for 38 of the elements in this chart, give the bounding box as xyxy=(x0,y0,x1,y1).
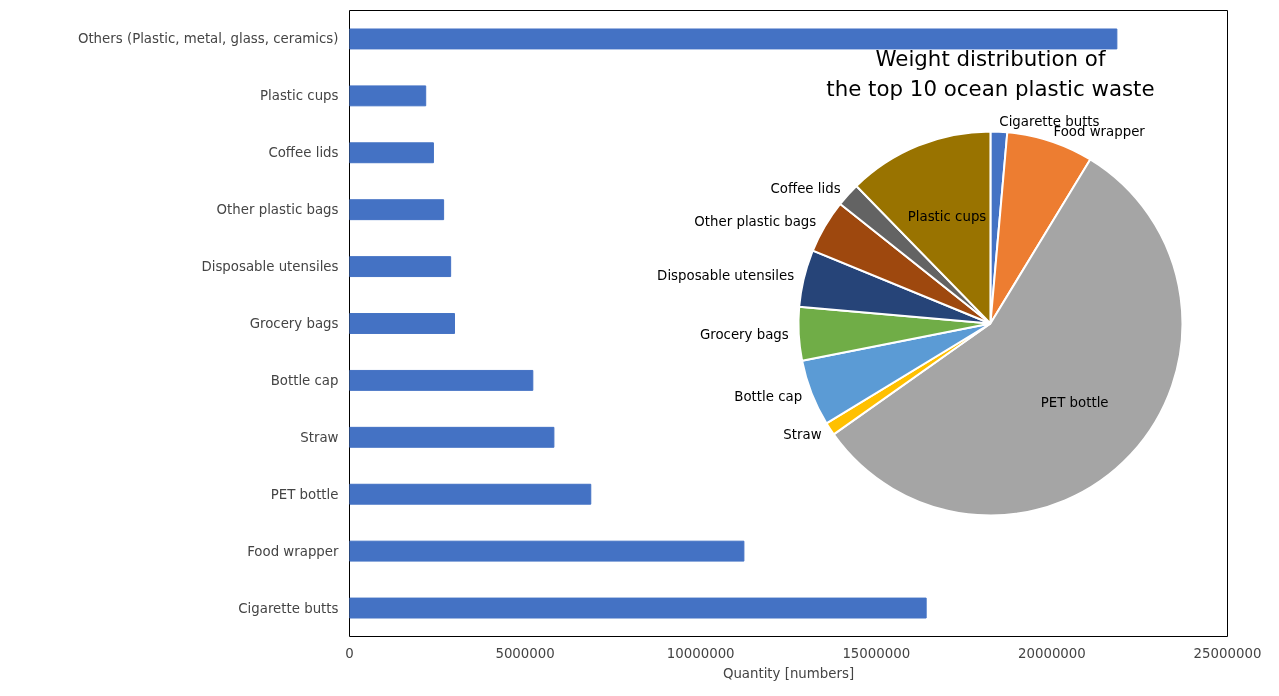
y-tick-label: Bottle cap xyxy=(270,372,339,388)
bar xyxy=(349,28,1118,50)
chart-title: Weight distribution of the top 10 ocean plastic waste xyxy=(826,46,1155,101)
x-tick-label: 20000000 xyxy=(1017,645,1086,661)
x-tick-label: 0 xyxy=(345,645,354,661)
bar xyxy=(349,142,434,164)
slice-label: Disposable utensiles xyxy=(657,268,795,284)
slice-label: Other plastic bags xyxy=(694,213,817,229)
y-tick-label: Grocery bags xyxy=(249,316,339,331)
y-tick-label: Straw xyxy=(300,429,339,445)
slice-label: Grocery bags xyxy=(699,326,789,342)
y-tick-label: Disposable utensiles xyxy=(201,259,339,275)
bar xyxy=(349,369,534,391)
y-tick-label: Coffee lids xyxy=(268,145,339,161)
bar xyxy=(349,256,452,278)
bar xyxy=(349,483,592,505)
bar xyxy=(349,313,456,334)
x-tick-label: 10000000 xyxy=(666,645,735,661)
x-tick-label: 15000000 xyxy=(842,645,911,661)
y-tick-label: Food wrapper xyxy=(247,543,340,559)
slice-label: Plastic cups xyxy=(907,209,987,225)
slice-label: Coffee lids xyxy=(770,180,841,196)
y-tick-label: PET bottle xyxy=(270,486,339,502)
bar xyxy=(349,597,927,619)
y-tick-label: Others (Plastic, metal, glass, ceramics) xyxy=(77,31,339,47)
bar xyxy=(349,85,427,107)
y-tick-label: Cigarette butts xyxy=(238,600,339,616)
x-tick-label: 25000000 xyxy=(1193,645,1262,661)
slice-label: Bottle cap xyxy=(734,389,803,405)
x-axis-title: Quantity [numbers] xyxy=(722,665,855,681)
x-tick-label: 5000000 xyxy=(495,645,555,661)
slice-label: PET bottle xyxy=(1040,394,1109,410)
bar xyxy=(349,199,445,221)
y-tick-label: Other plastic bags xyxy=(216,202,339,218)
bar xyxy=(349,540,745,562)
bar xyxy=(349,426,555,448)
slice-label: Straw xyxy=(783,426,822,442)
y-tick-label: Plastic cups xyxy=(259,88,339,104)
